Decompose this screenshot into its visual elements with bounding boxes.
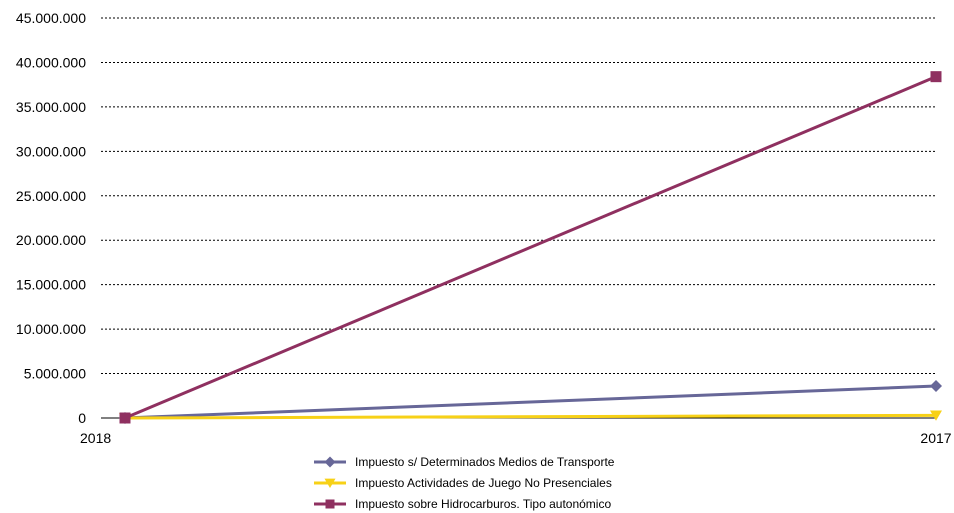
- legend-item: Impuesto Actividades de Juego No Presenc…: [314, 476, 612, 490]
- x-tick-label: 2018: [80, 430, 111, 446]
- legend-marker-square: [325, 499, 335, 509]
- data-point-triangle-down: [930, 410, 942, 421]
- series-markers: [119, 71, 942, 424]
- y-tick-label: 30.000.000: [16, 143, 86, 159]
- x-tick-label: 2017: [920, 430, 951, 446]
- y-tick-label: 0: [78, 410, 86, 426]
- y-axis-tick-labels: 0 5.000.000 10.000.000 15.000.000 20.000.000…: [16, 10, 86, 426]
- y-tick-label: 10.000.000: [16, 321, 86, 337]
- data-point-square: [930, 71, 942, 83]
- series-line: [124, 75, 937, 420]
- legend: Impuesto s/ Determinados Medios de Trans…: [314, 455, 615, 511]
- y-tick-label: 5.000.000: [24, 366, 86, 382]
- legend-label: Impuesto Actividades de Juego No Presenc…: [355, 476, 612, 490]
- y-tick-label: 40.000.000: [16, 54, 86, 70]
- y-tick-label: 25.000.000: [16, 188, 86, 204]
- y-tick-label: 20.000.000: [16, 232, 86, 248]
- x-axis-tick-labels: 2018 2017: [80, 430, 952, 446]
- series-line: [124, 413, 937, 420]
- series-lines: [124, 75, 937, 420]
- y-tick-label: 35.000.000: [16, 99, 86, 115]
- legend-label: Impuesto sobre Hidrocarburos. Tipo auton…: [355, 497, 611, 511]
- y-tick-label: 15.000.000: [16, 277, 86, 293]
- legend-marker-diamond: [324, 456, 336, 468]
- legend-marker-triangle-down: [324, 478, 336, 488]
- data-point-square: [119, 412, 131, 424]
- y-tick-label: 45.000.000: [16, 10, 86, 26]
- legend-label: Impuesto s/ Determinados Medios de Trans…: [355, 455, 615, 469]
- grid-lines: [101, 17, 936, 419]
- legend-item: Impuesto s/ Determinados Medios de Trans…: [314, 455, 615, 469]
- series-line: [124, 384, 937, 420]
- data-point-diamond: [930, 380, 942, 392]
- legend-item: Impuesto sobre Hidrocarburos. Tipo auton…: [314, 497, 611, 511]
